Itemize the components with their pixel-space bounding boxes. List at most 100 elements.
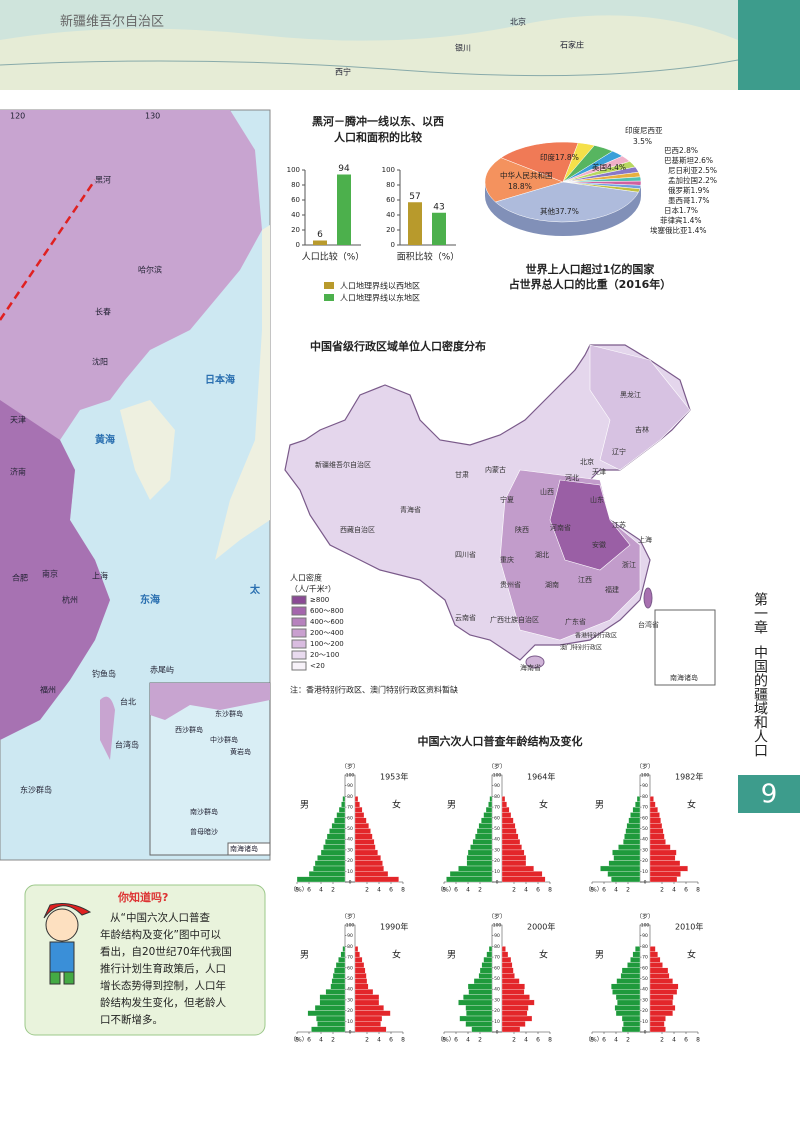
x-tick-label: 2 — [512, 887, 516, 894]
pyramid-bar — [329, 828, 346, 834]
pie-label: 墨西哥1.7% — [668, 196, 710, 205]
legend-label: ≥800 — [310, 596, 329, 604]
pyramid-bar — [617, 999, 641, 1006]
x-tick-label: 4 — [614, 1037, 618, 1044]
pyramid-bar — [354, 951, 360, 958]
inset-label: 东沙群岛 — [215, 709, 243, 718]
sex-label: 男 — [447, 950, 456, 961]
age-tick-label: 90 — [642, 783, 648, 789]
age-tick-label: 40 — [494, 987, 500, 993]
pyramid-bar — [354, 833, 373, 840]
pie-label: 菲律宾1.4% — [660, 215, 702, 225]
pyramid-bar — [468, 989, 493, 995]
age-tick-label: 30 — [347, 847, 353, 853]
pyramid-bar — [341, 801, 346, 808]
panel-title: 2000年 — [527, 922, 555, 932]
x-tick-label: 6 — [536, 1037, 540, 1044]
density-core — [549, 479, 631, 571]
age-tick-label: 40 — [347, 987, 353, 993]
density-northeast — [589, 344, 691, 471]
pyramid-bar — [354, 871, 389, 877]
pyramid-bar — [459, 1015, 493, 1022]
pyramid-bar — [649, 806, 658, 813]
city-label: 沈阳 — [92, 357, 108, 367]
unit-x: （%） — [290, 887, 308, 894]
pyramid-bar — [649, 801, 656, 808]
pie-value: 1.7% — [691, 196, 710, 205]
x-tick-label: 2 — [365, 887, 369, 894]
pyramid-bar — [614, 1005, 641, 1011]
province-label: 内蒙古 — [485, 465, 506, 474]
pie-category: 菲律宾 — [660, 215, 683, 225]
pyramid-bar — [632, 806, 641, 813]
age-tick-label: 80 — [642, 944, 648, 950]
province-label: 天津 — [592, 468, 606, 476]
pyramid-bar — [488, 801, 493, 808]
x-tick-label: 6 — [389, 887, 393, 894]
pyramid-bar — [481, 962, 493, 968]
province-label: 广东省 — [565, 617, 586, 626]
unit-y: （岁） — [636, 913, 654, 921]
legend-swatch — [324, 294, 334, 301]
density-inset — [654, 609, 716, 686]
province-label: 南海诸岛 — [670, 673, 698, 682]
legend-label: 600～800 — [310, 607, 344, 615]
header-label: 新疆维吾尔自治区 — [60, 14, 164, 30]
pyramid-bar — [501, 849, 525, 856]
chapter-title: 中国的疆域和人口 — [752, 645, 768, 757]
age-tick-label: 50 — [494, 976, 500, 982]
pyramid-bar — [501, 801, 507, 808]
pyramid-bar — [649, 828, 664, 834]
pyramid-bar — [331, 978, 346, 984]
age-tick-label: 10 — [494, 1019, 500, 1025]
pyramid-bar — [618, 844, 641, 851]
pyramid-bar — [354, 1010, 391, 1017]
pyramid-bar — [354, 860, 383, 867]
header-land — [0, 15, 738, 91]
legend-swatch — [291, 606, 307, 616]
pyramid-bar — [501, 817, 514, 824]
pyramid-bar — [473, 978, 493, 984]
pyramid-bar — [612, 989, 641, 995]
inset-title-box — [227, 842, 271, 856]
pyramid-bar — [649, 849, 677, 856]
pie-value: 3.5% — [633, 137, 652, 146]
province-label: 安徽 — [592, 540, 606, 549]
pyramid-bar — [649, 962, 663, 968]
y-tick-label: 20 — [291, 226, 300, 234]
pyramid-bar — [501, 1005, 529, 1011]
province-label: 云南省 — [455, 613, 476, 622]
city-label: 上海 — [92, 571, 108, 581]
pyramid-bar — [501, 951, 509, 958]
pyramid-bar — [354, 865, 384, 872]
pyramid-bar — [649, 865, 688, 872]
pyramid-bar — [501, 999, 535, 1006]
x-tick-label: 4 — [466, 887, 470, 894]
data-label: 94 — [338, 164, 350, 174]
age-tick-label: 80 — [642, 794, 648, 800]
legend-title: （人/千米²） — [290, 584, 336, 594]
pyramid-bar — [636, 796, 641, 802]
province-label: 宁夏 — [500, 495, 514, 504]
pie-category: 埃塞俄比亚 — [650, 225, 688, 235]
inset-label: 中沙群岛 — [210, 735, 238, 744]
pyramid-bar — [296, 876, 346, 883]
age-tick-label: 90 — [347, 933, 353, 939]
pyramid-bar — [332, 973, 346, 979]
pie-label: 美国4.4% — [592, 162, 626, 172]
city-label: 杭州 — [62, 595, 78, 605]
pyramid-bar — [335, 962, 346, 968]
pyramid-bar — [479, 967, 493, 974]
pyramid-bar — [649, 994, 674, 1001]
pyramid-bar — [501, 860, 527, 867]
pie-value: 2.5% — [698, 166, 717, 175]
pyramid-bar — [501, 828, 517, 834]
province-label: 吉林 — [635, 425, 649, 434]
legend-label: 200～400 — [310, 629, 344, 637]
pyramid-bar — [615, 1010, 641, 1017]
province-label: 浙江 — [622, 560, 636, 569]
pyramid-bar — [354, 956, 363, 963]
pyramid-bar — [613, 855, 641, 861]
province-label: 甘肃 — [455, 470, 469, 479]
pyramid-bar — [632, 951, 641, 958]
